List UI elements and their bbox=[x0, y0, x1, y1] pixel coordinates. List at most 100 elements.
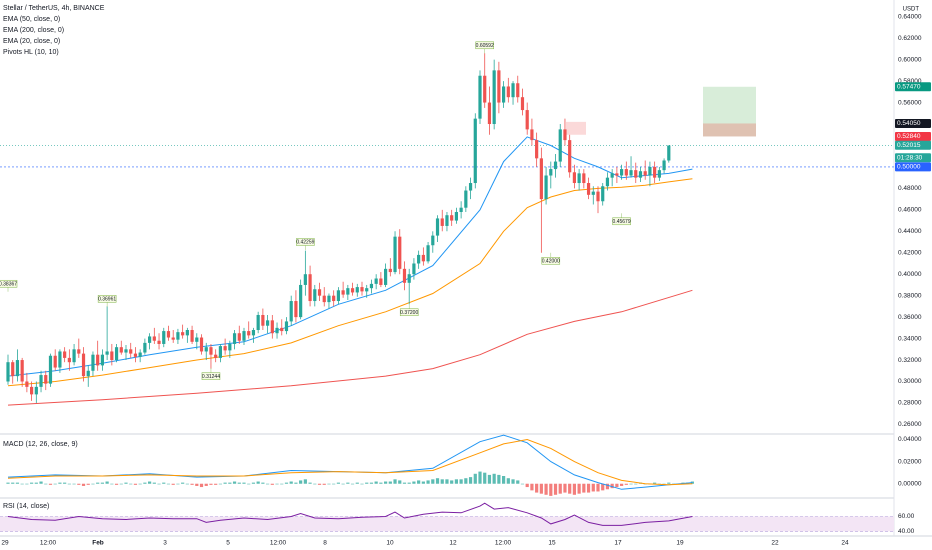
candle-body bbox=[308, 274, 312, 302]
candle-body bbox=[242, 331, 246, 341]
macd-histogram-bar bbox=[426, 480, 430, 484]
macd-histogram-bar bbox=[185, 483, 189, 485]
candle-body bbox=[638, 171, 643, 178]
candle-body bbox=[53, 355, 57, 368]
currency-label: USDT bbox=[903, 7, 920, 13]
candle-body bbox=[223, 346, 227, 351]
macd-histogram-bar bbox=[332, 483, 336, 485]
macd-histogram-bar bbox=[582, 483, 586, 493]
price-tick-label: 0.62000 bbox=[898, 35, 922, 42]
candle-body bbox=[63, 351, 67, 358]
candle-body bbox=[384, 268, 388, 285]
indicator-ema200-label[interactable]: EMA (200, close, 0) bbox=[3, 27, 65, 34]
candle-body bbox=[237, 333, 241, 341]
candle-body bbox=[72, 349, 76, 363]
macd-histogram-bar bbox=[417, 480, 421, 484]
candle-body bbox=[417, 254, 421, 264]
candle-body bbox=[374, 278, 378, 284]
indicator-ema20-label[interactable]: EMA (20, close, 0) bbox=[3, 38, 61, 45]
price-tag-bg bbox=[895, 118, 931, 128]
candle-body bbox=[34, 386, 38, 395]
candle-body bbox=[549, 169, 553, 176]
candle-body bbox=[11, 362, 15, 377]
price-tick-label: 0.58000 bbox=[898, 78, 922, 85]
macd-histogram-bar bbox=[303, 479, 307, 484]
macd-histogram-bar bbox=[96, 482, 100, 484]
price-tick-label: 0.28000 bbox=[898, 400, 922, 407]
candle-body bbox=[284, 321, 289, 332]
candle-body bbox=[568, 140, 572, 173]
price-tick-label: 0.56000 bbox=[898, 99, 922, 106]
macd-histogram-bar bbox=[25, 483, 29, 485]
macd-histogram-bar bbox=[251, 482, 256, 484]
candle-body bbox=[327, 295, 331, 303]
macd-histogram-bar bbox=[502, 476, 506, 484]
pivot-label-text: 0.37200 bbox=[400, 310, 418, 316]
candle-body bbox=[129, 349, 133, 354]
macd-histogram-bar bbox=[176, 483, 180, 485]
macd-histogram-bar bbox=[289, 481, 293, 484]
macd-histogram-bar bbox=[34, 482, 38, 484]
pivot-label: 0.45679 bbox=[612, 213, 631, 226]
candle-body bbox=[81, 353, 86, 377]
pivot-label: 0.42000 bbox=[541, 252, 560, 265]
macd-histogram-bar bbox=[53, 483, 57, 485]
time-tick-label: 10 bbox=[386, 540, 394, 547]
candle-body bbox=[407, 274, 411, 283]
time-tick-label: 8 bbox=[323, 540, 327, 547]
price-tick-label: 0.32000 bbox=[898, 357, 922, 364]
macd-histogram-bar bbox=[506, 478, 510, 484]
macd-histogram-bar bbox=[247, 483, 251, 485]
time-tick-label: 3 bbox=[163, 540, 167, 547]
pivot-label: 0.42259 bbox=[296, 238, 315, 250]
candle-body bbox=[256, 314, 260, 331]
macd-histogram-bar bbox=[492, 473, 496, 484]
candle-body bbox=[332, 295, 336, 302]
price-tick-label: 0.38000 bbox=[898, 292, 922, 299]
candle-body bbox=[653, 166, 657, 178]
macd-histogram-bar bbox=[275, 483, 279, 485]
macd-histogram-bar bbox=[327, 483, 331, 485]
time-tick-label: 24 bbox=[841, 540, 849, 547]
macd-histogram-bar bbox=[530, 483, 534, 491]
candle-body bbox=[143, 342, 147, 353]
candle-body bbox=[25, 381, 29, 387]
candle-body bbox=[620, 169, 624, 176]
indicator-ema50-label[interactable]: EMA (50, close, 0) bbox=[3, 16, 61, 23]
macd-histogram-bar bbox=[421, 481, 425, 484]
candle-body bbox=[96, 354, 100, 366]
macd-histogram-bar bbox=[435, 478, 440, 484]
macd-histogram-bar bbox=[473, 473, 477, 484]
macd-histogram-bar bbox=[72, 483, 76, 485]
macd-histogram-bar bbox=[15, 482, 20, 484]
price-tick-label: 0.26000 bbox=[898, 421, 922, 428]
macd-histogram-bar bbox=[322, 483, 326, 485]
macd-histogram-bar bbox=[232, 481, 237, 484]
macd-histogram-bar bbox=[365, 482, 369, 484]
price-tag-label: 0.57470 bbox=[897, 84, 921, 91]
candle-body bbox=[445, 215, 449, 226]
macd-pane-label[interactable]: MACD (12, 26, close, 9) bbox=[3, 441, 78, 448]
macd-histogram-bar bbox=[190, 483, 194, 485]
rsi-pane-label[interactable]: RSI (14, close) bbox=[3, 503, 50, 510]
macd-histogram-bar bbox=[81, 483, 86, 486]
time-tick-label: 19 bbox=[676, 540, 684, 547]
candle-body bbox=[454, 211, 458, 221]
candle-body bbox=[228, 343, 232, 351]
candle-body bbox=[572, 172, 576, 184]
indicator-pivots-label[interactable]: Pivots HL (10, 10) bbox=[3, 49, 59, 56]
candle-body bbox=[553, 161, 558, 170]
candle-body bbox=[124, 349, 128, 353]
candle-body bbox=[247, 331, 251, 336]
macd-histogram-bar bbox=[20, 483, 24, 485]
candle-body bbox=[294, 301, 298, 318]
macd-histogram-bar bbox=[199, 483, 204, 488]
macd-histogram-bar bbox=[431, 479, 435, 484]
candle-body bbox=[148, 336, 152, 343]
candle-body bbox=[280, 327, 284, 332]
candle-body bbox=[577, 173, 581, 184]
candle-body bbox=[162, 331, 166, 344]
macd-histogram-bar bbox=[468, 477, 473, 484]
candle-body bbox=[190, 330, 194, 342]
